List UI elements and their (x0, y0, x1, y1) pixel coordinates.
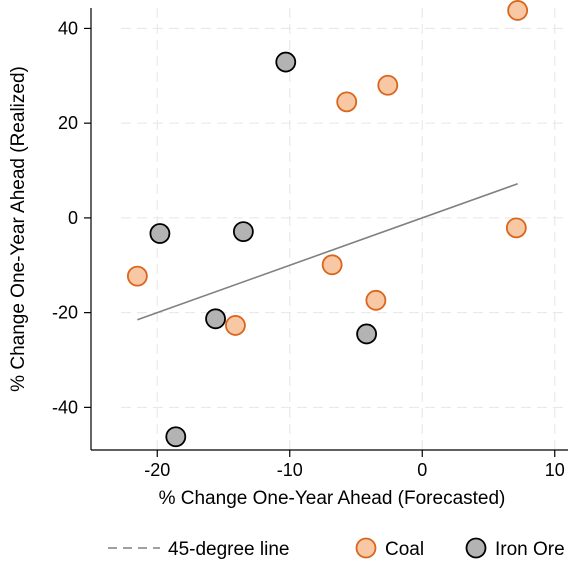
legend-label-coal: Coal (385, 539, 424, 560)
iron-ore-point (275, 51, 297, 73)
legend: 45-degree line Coal Iron Ore (108, 537, 565, 560)
fit-lines (137, 183, 518, 321)
coal-point (321, 254, 343, 276)
coal-point (126, 265, 148, 287)
iron-ore-point (356, 323, 378, 345)
forty-five-degree-line (137, 183, 518, 321)
y-tick-label: -20 (52, 303, 78, 323)
y-tick-label: 0 (68, 208, 78, 228)
iron-ore-point (205, 308, 226, 330)
grid (121, 8, 568, 450)
iron-ore-point (232, 221, 254, 243)
x-tick-label: 0 (417, 460, 427, 480)
coal-point (507, 0, 529, 21)
data-points (126, 0, 529, 448)
axes: 40 20 0 -20 -40 -20 -10 0 10 (52, 8, 568, 480)
legend-label-iron-ore: Iron Ore (495, 539, 565, 560)
y-tick-label: 20 (58, 113, 78, 133)
y-tick-label: -40 (52, 397, 78, 417)
legend-label-45-degree-line: 45-degree line (168, 539, 289, 560)
coal-point (365, 289, 387, 311)
y-tick-label: 40 (58, 18, 78, 38)
iron-ore-point (149, 223, 171, 244)
x-tick-label: -20 (144, 460, 170, 480)
x-tick-label: 10 (545, 460, 565, 480)
legend-coal-swatch (355, 537, 377, 559)
coal-point (505, 217, 527, 239)
iron-ore-point (165, 426, 187, 448)
coal-point (377, 74, 399, 96)
legend-iron-ore-swatch (465, 537, 487, 559)
y-axis-title: % Change One-Year Ahead (Realized) (8, 66, 29, 392)
x-tick-label: -10 (277, 460, 303, 480)
coal-point (225, 315, 246, 336)
x-axis-title: % Change One-Year Ahead (Forecasted) (159, 488, 506, 509)
coal-point (336, 91, 358, 113)
